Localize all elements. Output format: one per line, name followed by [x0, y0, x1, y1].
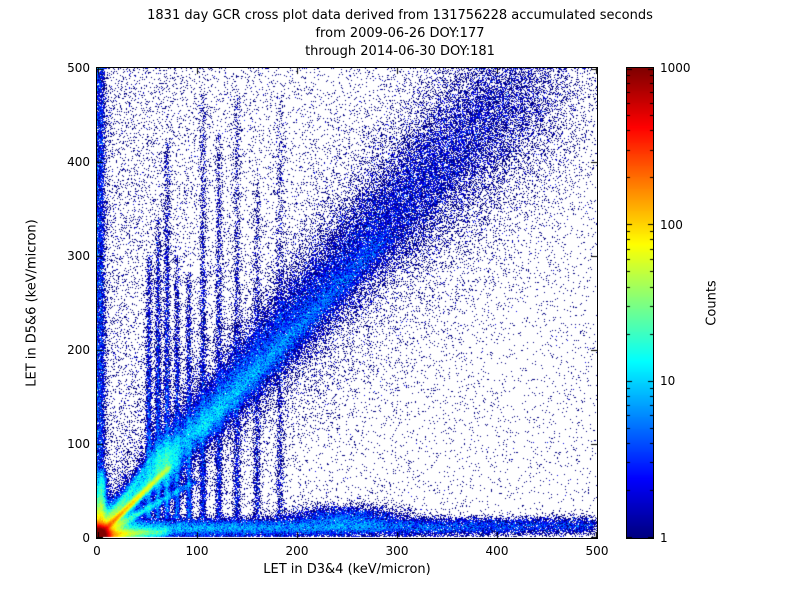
y-tick-label: 400: [67, 155, 90, 169]
x-tick-label: 100: [185, 544, 209, 558]
colorbar-tick-label: 1: [660, 531, 668, 545]
colorbar-tick-label: 1000: [660, 61, 691, 75]
y-tick-label: 0: [82, 531, 90, 545]
colorbar-label: Counts: [704, 280, 720, 326]
y-tick-label: 500: [67, 61, 90, 75]
colorbar-tick-label: 10: [660, 374, 676, 389]
y-tick-label: 200: [67, 343, 90, 357]
x-tick-label: 500: [585, 544, 609, 558]
chart-title: 1831 day GCR cross plot data derived fro…: [147, 8, 653, 23]
colorbar: [626, 67, 654, 539]
x-axis-label: LET in D3&4 (keV/micron): [263, 562, 431, 577]
chart-subtitle-from: from 2009-06-26 DOY:177: [315, 26, 485, 41]
colorbar-tick-label: 100: [660, 217, 683, 232]
y-tick-label: 100: [67, 437, 90, 451]
x-tick-label: 400: [485, 544, 509, 558]
chart-subtitle-through: through 2014-06-30 DOY:181: [305, 44, 495, 59]
colorbar-canvas: [627, 68, 653, 538]
title-block: 1831 day GCR cross plot data derived fro…: [0, 7, 800, 61]
x-tick-label: 200: [285, 544, 309, 558]
density-plot-canvas: [97, 68, 597, 538]
plot-area: [96, 67, 598, 539]
x-tick-label: 0: [93, 544, 101, 558]
y-axis-label: LET in D5&6 (keV/micron): [24, 219, 40, 387]
y-tick-label: 300: [67, 249, 90, 263]
x-tick-label: 300: [385, 544, 409, 558]
